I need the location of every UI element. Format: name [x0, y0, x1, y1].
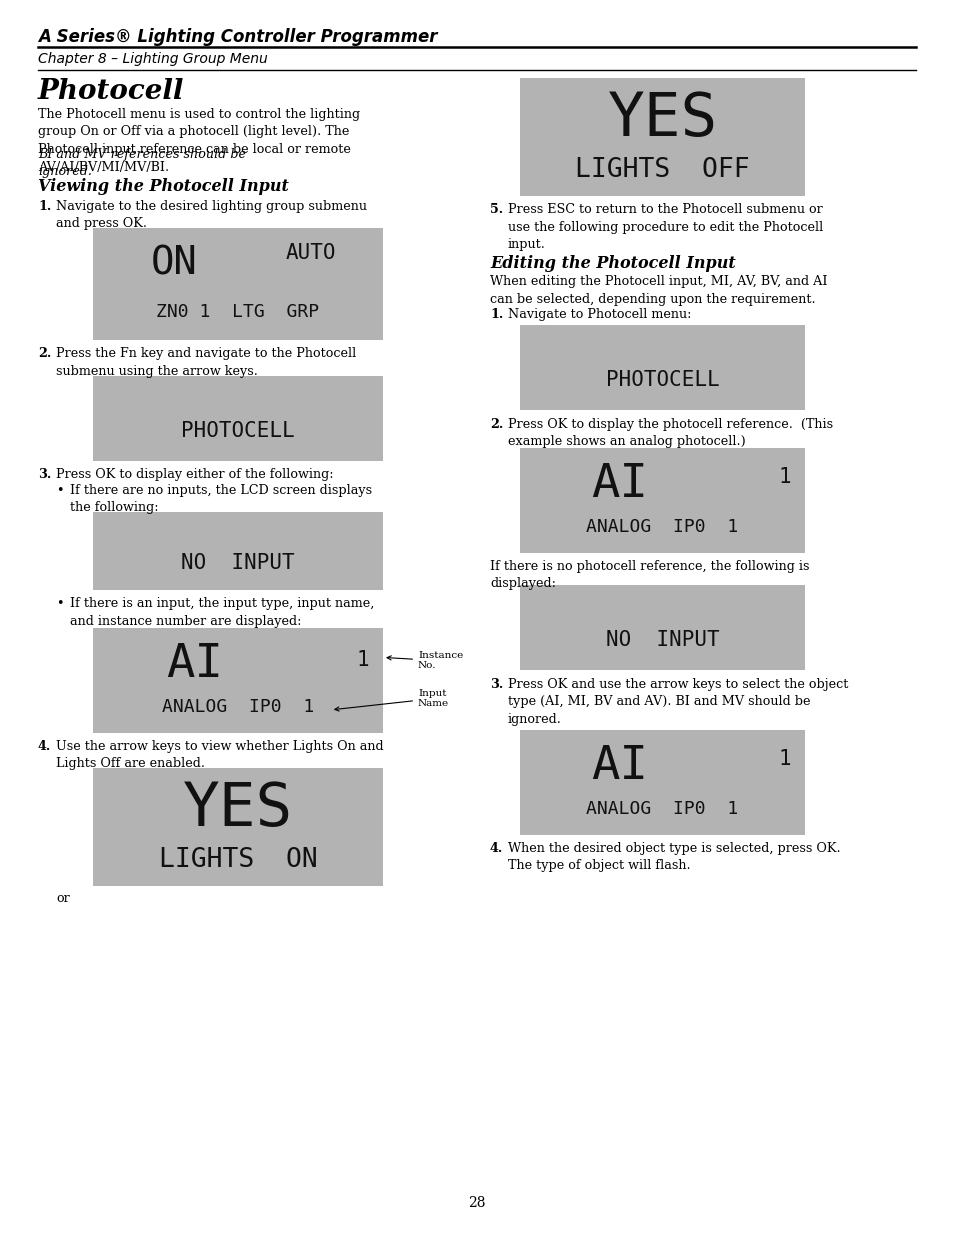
Bar [519, 585, 804, 671]
Text: 1: 1 [778, 750, 791, 769]
Bar [92, 513, 382, 590]
Text: 2.: 2. [38, 347, 51, 359]
Bar [92, 768, 382, 885]
Text: 2.: 2. [490, 417, 503, 431]
Text: Navigate to the desired lighting group submenu
and press OK.: Navigate to the desired lighting group s… [56, 200, 367, 231]
Text: Use the arrow keys to view whether Lights On and
Lights Off are enabled.: Use the arrow keys to view whether Light… [56, 740, 383, 771]
Text: 4.: 4. [38, 740, 51, 753]
Text: Editing the Photocell Input: Editing the Photocell Input [490, 254, 735, 272]
Text: Instance
No.: Instance No. [387, 651, 463, 671]
Text: YES: YES [183, 779, 293, 839]
Text: 28: 28 [468, 1195, 485, 1210]
Text: LIGHTS  OFF: LIGHTS OFF [575, 157, 749, 183]
Text: 1.: 1. [38, 200, 51, 212]
Text: ANALOG  IP0  1: ANALOG IP0 1 [162, 698, 314, 716]
Text: ZN0 1  LTG  GRP: ZN0 1 LTG GRP [156, 303, 319, 321]
Text: •: • [56, 484, 64, 496]
Text: A Series® Lighting Controller Programmer: A Series® Lighting Controller Programmer [38, 28, 437, 46]
Text: YES: YES [607, 90, 717, 148]
Text: Navigate to Photocell menu:: Navigate to Photocell menu: [507, 308, 691, 321]
Text: PHOTOCELL: PHOTOCELL [181, 421, 294, 441]
Text: Press OK to display either of the following:: Press OK to display either of the follow… [56, 468, 334, 480]
Text: ANALOG  IP0  1: ANALOG IP0 1 [586, 517, 738, 536]
Text: NO  INPUT: NO INPUT [605, 630, 719, 651]
Bar [519, 78, 804, 196]
Text: PHOTOCELL: PHOTOCELL [605, 370, 719, 390]
Text: Photocell: Photocell [38, 78, 184, 105]
Text: 3.: 3. [490, 678, 503, 692]
Text: Press OK to display the photocell reference.  (This
example shows an analog phot: Press OK to display the photocell refere… [507, 417, 832, 448]
Text: ANALOG  IP0  1: ANALOG IP0 1 [586, 800, 738, 818]
Text: If there are no inputs, the LCD screen displays
the following:: If there are no inputs, the LCD screen d… [70, 484, 372, 515]
Text: Press ESC to return to the Photocell submenu or
use the following procedure to e: Press ESC to return to the Photocell sub… [507, 203, 822, 251]
Text: 1: 1 [778, 467, 791, 488]
Text: •: • [56, 597, 64, 610]
Bar [519, 730, 804, 835]
Text: If there is no photocell reference, the following is
displayed:: If there is no photocell reference, the … [490, 559, 809, 590]
Text: Press OK and use the arrow keys to select the object
type (AI, MI, BV and AV). B: Press OK and use the arrow keys to selec… [507, 678, 847, 726]
Text: 3.: 3. [38, 468, 51, 480]
Text: When editing the Photocell input, MI, AV, BV, and AI
can be selected, depending : When editing the Photocell input, MI, AV… [490, 275, 826, 305]
Text: Input
Name: Input Name [335, 689, 449, 711]
Bar [92, 228, 382, 340]
Bar [519, 448, 804, 553]
Bar [92, 375, 382, 461]
Text: AI: AI [591, 745, 648, 789]
Text: Viewing the Photocell Input: Viewing the Photocell Input [38, 178, 289, 195]
Text: If there is an input, the input type, input name,
and instance number are displa: If there is an input, the input type, in… [70, 597, 374, 627]
Text: 1: 1 [356, 650, 369, 669]
Text: AI: AI [166, 642, 223, 687]
Text: ON: ON [151, 245, 197, 283]
Text: 5.: 5. [490, 203, 502, 216]
Text: or: or [56, 892, 70, 905]
Bar [92, 629, 382, 734]
Text: NO  INPUT: NO INPUT [181, 553, 294, 573]
Text: When the desired object type is selected, press OK.
The type of object will flas: When the desired object type is selected… [507, 842, 840, 872]
Text: BI and MV references should be
ignored.: BI and MV references should be ignored. [38, 148, 246, 179]
Text: 4.: 4. [490, 842, 503, 855]
Text: AI: AI [591, 462, 648, 508]
Text: Press the Fn key and navigate to the Photocell
submenu using the arrow keys.: Press the Fn key and navigate to the Pho… [56, 347, 355, 378]
Text: 1.: 1. [490, 308, 503, 321]
Text: Chapter 8 – Lighting Group Menu: Chapter 8 – Lighting Group Menu [38, 52, 268, 65]
Text: LIGHTS  ON: LIGHTS ON [158, 847, 317, 873]
Bar [519, 325, 804, 410]
Text: AUTO: AUTO [285, 242, 335, 263]
Text: The Photocell menu is used to control the lighting
group On or Off via a photoce: The Photocell menu is used to control th… [38, 107, 359, 173]
